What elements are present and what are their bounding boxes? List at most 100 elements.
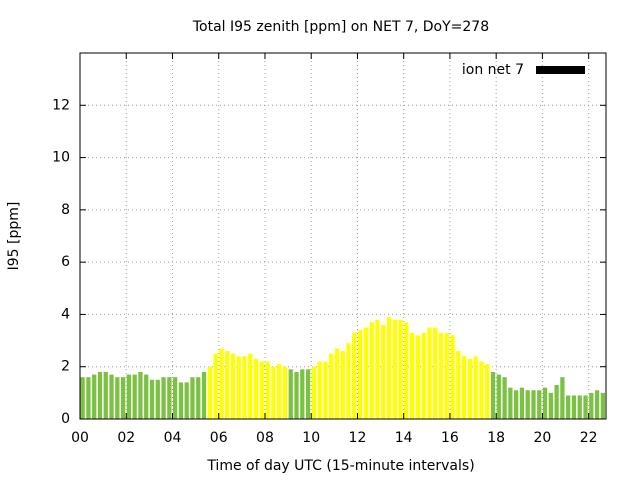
bar [415,335,421,419]
x-tick-label: 20 [534,430,552,446]
legend-label: ion net 7 [462,62,524,78]
bar [392,319,397,419]
bar [566,395,571,419]
bar [126,374,132,419]
bar [514,390,519,419]
bar [456,351,461,419]
bar [259,361,264,419]
bar [560,377,565,419]
bar [288,369,293,419]
bar [421,332,426,419]
bar [438,332,444,419]
bar [369,322,374,419]
bar [433,327,438,419]
bar [525,390,530,419]
x-tick-label: 06 [210,430,228,446]
bar [132,374,137,419]
bar [490,371,496,419]
bar [207,366,212,419]
x-tick-label: 10 [302,430,320,446]
bar [583,395,588,419]
bar [230,353,236,419]
bar [467,358,473,419]
chart-title: Total I95 zenith [ppm] on NET 7, DoY=278 [192,19,489,35]
bar [120,377,126,419]
bar [450,335,455,419]
y-tick-label: 10 [52,150,70,166]
x-axis-label: Time of day UTC (15-minute intervals) [206,458,474,474]
bar [381,324,386,419]
x-tick-label: 18 [487,430,505,446]
bar [548,392,553,419]
bar [346,343,351,419]
bar [103,371,108,419]
bar [485,364,490,419]
y-tick-label: 0 [61,411,70,427]
x-tick-label: 00 [71,430,89,446]
bar [502,377,507,419]
bar [80,377,85,419]
bar [479,361,484,419]
bar [537,390,542,419]
bar [155,379,160,419]
bar [323,361,328,419]
bar [178,382,184,419]
bar [225,351,230,419]
bar [375,319,380,419]
bar [236,356,241,419]
bar [265,361,270,419]
bar [554,385,559,419]
bar [86,377,91,419]
bar [294,371,299,419]
bar [109,374,114,419]
bar [409,332,415,419]
bar [242,356,247,419]
bar [571,395,577,419]
x-tick-label: 16 [441,430,459,446]
bar [427,327,432,419]
bar [161,377,166,419]
bar [219,348,224,419]
bar [317,361,322,419]
bar [519,387,525,419]
y-tick-label: 4 [61,306,70,322]
bar [594,390,600,419]
bar [167,377,172,419]
bar [542,387,548,419]
bar [386,317,392,419]
bar [461,356,467,419]
bar [172,377,178,419]
bar [311,366,316,419]
x-tick-label: 22 [580,430,598,446]
bar [508,387,513,419]
bar [577,395,582,419]
bar [589,392,594,419]
bar [329,353,334,419]
bar [253,358,259,419]
bar [115,377,120,419]
bar [473,356,478,419]
bar [196,377,201,419]
x-tick-label: 02 [117,430,135,446]
bar [363,327,369,419]
bar [277,364,282,419]
bar [97,371,103,419]
bar [300,369,305,419]
bar [184,382,189,419]
bar [201,371,207,419]
plot-frame [79,52,607,420]
bar [340,351,345,419]
bar [282,366,288,419]
bar [305,369,311,419]
x-tick-label: 04 [164,430,182,446]
bar [357,330,363,419]
legend-swatch [536,66,585,74]
y-axis-label: I95 [ppm] [6,202,22,271]
bar [138,371,143,419]
bar [496,374,501,419]
bars [80,317,605,419]
bar [190,377,195,419]
y-tick-label: 12 [52,97,70,113]
y-tick-label: 8 [61,202,70,218]
